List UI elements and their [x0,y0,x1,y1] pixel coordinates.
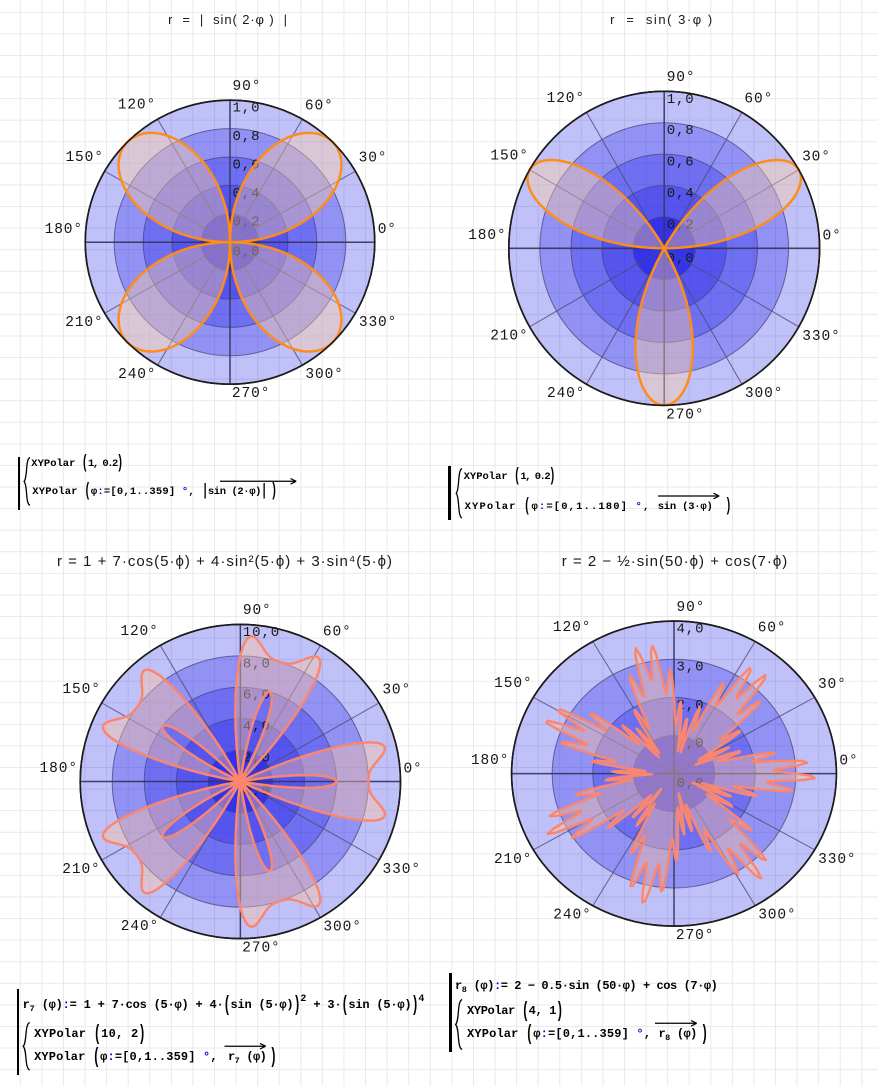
svg-text:330°: 330° [818,852,856,868]
svg-text:180°: 180° [471,753,509,769]
svg-text:0°: 0° [839,754,858,770]
svg-text:240°: 240° [118,367,156,383]
svg-text:0,0: 0,0 [667,251,695,267]
svg-text:210°: 210° [494,852,532,868]
svg-text:180°: 180° [45,222,83,238]
svg-text:240°: 240° [121,919,159,935]
svg-text:0,8: 0,8 [233,129,261,145]
svg-text:0,0: 0,0 [677,776,705,792]
svg-text:1,0: 1,0 [233,101,261,117]
svg-text:300°: 300° [323,919,361,935]
svg-text:210°: 210° [490,329,528,345]
svg-text:60°: 60° [323,625,352,641]
svg-text:1,0: 1,0 [667,92,695,108]
svg-text:270°: 270° [242,941,280,957]
svg-text:330°: 330° [383,862,421,878]
svg-text:120°: 120° [118,98,156,114]
svg-text:0°: 0° [823,228,842,244]
svg-text:3,0: 3,0 [677,660,705,676]
svg-text:0°: 0° [378,222,397,238]
svg-text:60°: 60° [744,92,773,108]
svg-text:8,0: 8,0 [243,656,271,672]
svg-text:30°: 30° [359,151,388,167]
svg-text:270°: 270° [232,386,270,402]
svg-text:270°: 270° [676,928,714,944]
svg-text:90°: 90° [667,70,696,86]
svg-text:150°: 150° [65,150,103,166]
svg-text:180°: 180° [40,761,78,777]
svg-text:0,2: 0,2 [233,214,261,230]
svg-text:330°: 330° [802,329,840,345]
svg-text:0,6: 0,6 [667,155,695,171]
svg-text:150°: 150° [490,149,528,165]
svg-text:210°: 210° [62,862,100,878]
svg-text:30°: 30° [382,682,411,698]
svg-text:90°: 90° [233,79,262,95]
svg-text:300°: 300° [305,367,343,383]
svg-text:0,0: 0,0 [243,784,271,800]
svg-text:60°: 60° [758,621,787,637]
svg-text:2,0: 2,0 [677,698,705,714]
svg-text:150°: 150° [494,676,532,692]
svg-text:330°: 330° [359,315,397,331]
svg-text:30°: 30° [818,677,847,693]
svg-text:180°: 180° [468,228,506,244]
svg-text:240°: 240° [547,386,585,402]
svg-text:60°: 60° [305,98,334,114]
svg-text:120°: 120° [547,91,585,107]
svg-text:150°: 150° [62,682,100,698]
svg-text:0°: 0° [403,762,422,778]
svg-text:240°: 240° [553,907,591,923]
svg-text:120°: 120° [553,620,591,636]
svg-text:90°: 90° [677,600,706,616]
svg-text:30°: 30° [802,149,831,165]
svg-text:300°: 300° [758,908,796,924]
svg-text:300°: 300° [745,386,783,402]
svg-text:270°: 270° [666,407,704,423]
svg-text:0,8: 0,8 [667,123,695,139]
svg-text:120°: 120° [120,624,158,640]
svg-text:90°: 90° [243,603,272,619]
svg-text:210°: 210° [65,315,103,331]
svg-text:4,0: 4,0 [677,622,705,638]
svg-text:0,0: 0,0 [233,245,261,261]
svg-text:0,4: 0,4 [667,186,695,202]
